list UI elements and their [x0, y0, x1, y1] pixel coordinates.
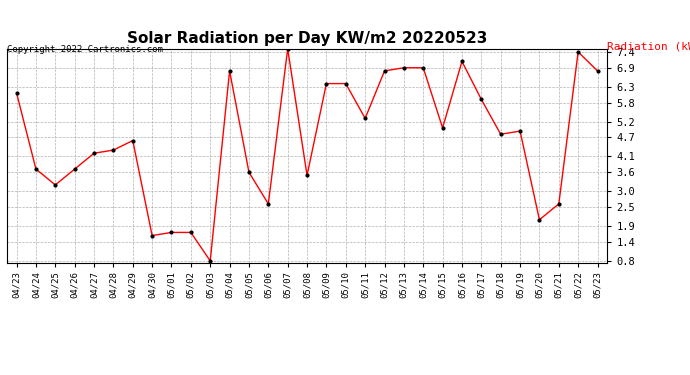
- Text: Copyright 2022 Cartronics.com: Copyright 2022 Cartronics.com: [7, 45, 163, 54]
- Title: Solar Radiation per Day KW/m2 20220523: Solar Radiation per Day KW/m2 20220523: [127, 31, 487, 46]
- Text: Radiation (kW/m2): Radiation (kW/m2): [607, 41, 690, 51]
